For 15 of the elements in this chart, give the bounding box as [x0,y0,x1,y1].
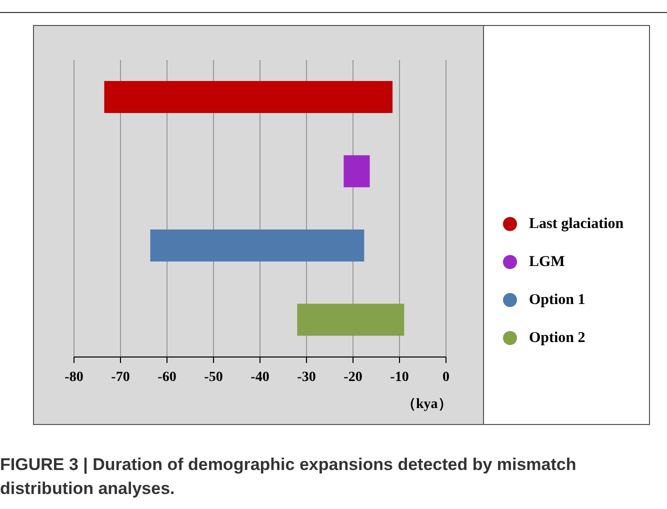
text: FIGURE 3 | Duration of demographic expansions detected by mismatch distribution analyses. [0,454,578,500]
x-axis-title: （kya） [402,396,452,413]
legend-label: Last glaciation [529,216,624,232]
x-tick-label: 0 [442,370,450,385]
legend-label: Option 1 [529,292,586,308]
x-tick-label: -10 [390,370,409,385]
x-tick-label: -70 [111,370,130,385]
x-tick-label: -40 [250,370,270,385]
legend-label: Option 2 [529,330,586,346]
legend-label: LGM [529,254,565,270]
x-tick-label: -20 [344,370,362,385]
x-tick-label: -80 [64,370,84,385]
x-tick-label: -60 [158,370,176,385]
x-tick-label: -50 [204,370,223,385]
x-tick-label: -30 [297,370,316,385]
